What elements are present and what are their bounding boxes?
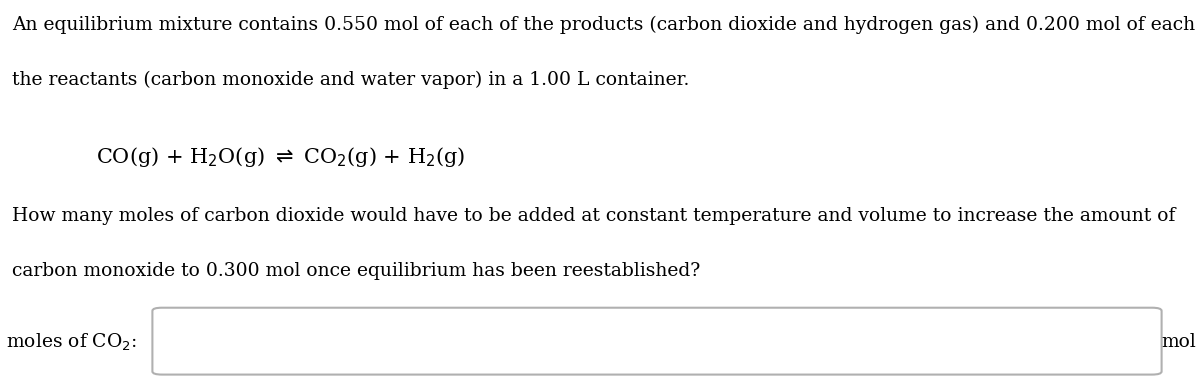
- Text: CO(g) + H$_2$O(g) $\rightleftharpoons$ CO$_2$(g) + H$_2$(g): CO(g) + H$_2$O(g) $\rightleftharpoons$ C…: [96, 145, 466, 169]
- Text: How many moles of carbon dioxide would have to be added at constant temperature : How many moles of carbon dioxide would h…: [12, 207, 1175, 225]
- FancyBboxPatch shape: [152, 308, 1162, 375]
- Text: the reactants (carbon monoxide and water vapor) in a 1.00 L container.: the reactants (carbon monoxide and water…: [12, 70, 689, 89]
- Text: moles of CO$_2$:: moles of CO$_2$:: [6, 332, 137, 353]
- Text: carbon monoxide to 0.300 mol once equilibrium has been reestablished?: carbon monoxide to 0.300 mol once equili…: [12, 262, 701, 280]
- Text: mol: mol: [1162, 333, 1196, 351]
- Text: An equilibrium mixture contains 0.550 mol of each of the products (carbon dioxid: An equilibrium mixture contains 0.550 mo…: [12, 16, 1200, 34]
